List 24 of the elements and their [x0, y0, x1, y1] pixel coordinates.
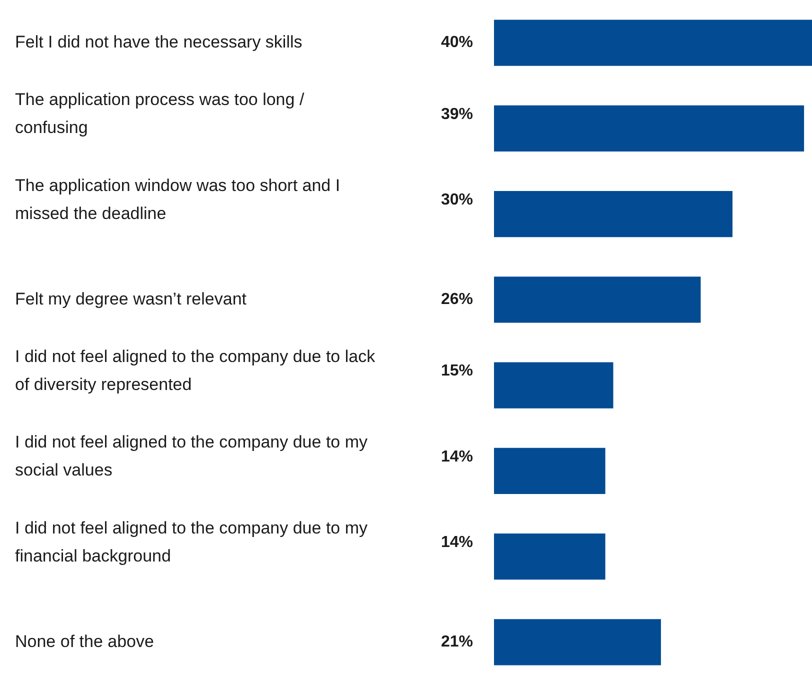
bar [494, 362, 614, 408]
y-tick-label: The application process was too long / confusing [15, 90, 304, 138]
bar [494, 533, 606, 580]
y-tick-label: Felt my degree wasn’t relevant [15, 289, 247, 308]
y-tick-label: I did not feel aligned to the company due to my social values [15, 432, 368, 480]
y-tick-label: The application window was too short and I missed the deadline [15, 176, 340, 223]
y-tick-label: I did not feel aligned to the company due to lack of diversity represented [15, 347, 376, 394]
data-label: 14% [440, 448, 473, 466]
data-label: 30% [440, 191, 473, 208]
data-label: 14% [440, 534, 473, 551]
y-tick-label: Felt I did not have the necessary skills [15, 32, 302, 52]
data-label: 15% [440, 362, 473, 380]
bar [494, 20, 812, 66]
bar [494, 105, 804, 152]
bar [494, 190, 732, 238]
data-label: 39% [440, 106, 473, 123]
bar [494, 276, 701, 323]
data-label: 40% [440, 34, 473, 52]
bar [494, 619, 661, 666]
data-label: 26% [440, 291, 473, 308]
bar [494, 448, 606, 494]
y-tick-label: I did not feel aligned to the company due to my financial background [15, 518, 368, 566]
data-label: 21% [440, 634, 473, 651]
y-tick-label: None of the above [15, 632, 154, 651]
